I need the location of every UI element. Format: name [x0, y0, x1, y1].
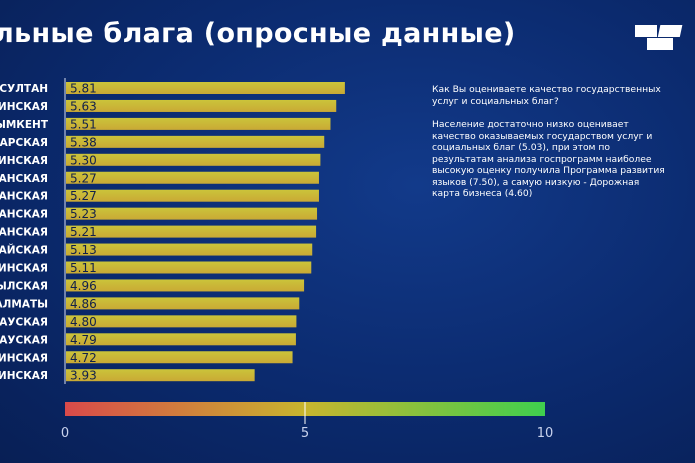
bar — [66, 261, 312, 274]
survey-finding: Население достаточно низко оценивает кач… — [432, 119, 665, 199]
bar — [66, 351, 293, 364]
category-label: ЫМКЕНТ — [0, 119, 49, 131]
bar-value-label: 5.38 — [70, 135, 97, 149]
bar — [66, 117, 331, 130]
category-label: ДИНСКАЯ — [0, 370, 48, 382]
bar-value-label: 4.86 — [70, 297, 97, 311]
bar-value-label: 5.63 — [70, 99, 97, 113]
bar — [66, 82, 345, 94]
category-label: СТАНСКАЯ — [0, 191, 48, 203]
bar — [66, 243, 313, 256]
category-label: СТАНСКАЯ — [0, 173, 48, 185]
category-label: ТИНСКАЯ — [0, 352, 48, 364]
scale-tick-label: 5 — [301, 426, 309, 441]
category-label: СТАНСКАЯ — [0, 227, 48, 239]
category-label: НАЙСКАЯ — [0, 244, 48, 257]
bar-value-label: 5.21 — [70, 225, 97, 239]
bar — [66, 171, 319, 184]
bar — [66, 279, 305, 292]
page-title: льные блага (опросные данные) — [0, 18, 516, 49]
bar — [66, 369, 255, 382]
bar-value-label: 4.79 — [70, 333, 97, 347]
category-label: БЫЛСКАЯ — [0, 280, 48, 292]
bar — [66, 99, 337, 112]
bar — [66, 333, 296, 346]
bar-value-label: 4.96 — [70, 279, 97, 293]
scale-tick-label: 0 — [61, 426, 69, 441]
bar-value-label: 5.11 — [70, 261, 97, 275]
bar-value-label: 3.93 — [70, 369, 97, 383]
logo-icon — [635, 25, 683, 50]
bar-value-label: 5.51 — [70, 117, 97, 131]
bar-value-label: 5.13 — [70, 243, 97, 257]
bar-value-label: 4.80 — [70, 315, 97, 329]
bar-value-label: 5.27 — [70, 189, 97, 203]
category-label: ЛИНСКАЯ — [0, 263, 48, 275]
scale-tick-label: 10 — [537, 426, 554, 441]
survey-note: Как Вы оцениваете качество государственн… — [432, 84, 667, 212]
bar — [66, 207, 318, 220]
bar-value-label: 5.81 — [70, 82, 97, 96]
bar-value-label: 5.23 — [70, 207, 97, 221]
bar — [66, 225, 317, 238]
bar-value-label: 5.27 — [70, 171, 97, 185]
bar-value-label: 4.72 — [70, 351, 97, 365]
category-label: СТАНСКАЯ — [0, 209, 48, 221]
bar-value-label: 5.30 — [70, 153, 97, 167]
bar — [66, 135, 325, 148]
category-label: БИНСКАЯ — [0, 155, 48, 167]
bar — [66, 189, 319, 202]
category-label: ДАРСКАЯ — [0, 137, 48, 149]
category-label: ДИНСКАЯ — [0, 101, 48, 113]
bar — [66, 315, 297, 328]
bar — [66, 153, 321, 166]
category-label: СТАУСКАЯ — [0, 316, 48, 328]
bar — [66, 297, 300, 310]
category-label: АЛМАТЫ — [0, 298, 48, 310]
survey-question: Как Вы оцениваете качество государственн… — [432, 84, 661, 107]
category-label: Р-СУЛТАН — [0, 83, 48, 95]
category-label: ИРАУСКАЯ — [0, 334, 48, 346]
